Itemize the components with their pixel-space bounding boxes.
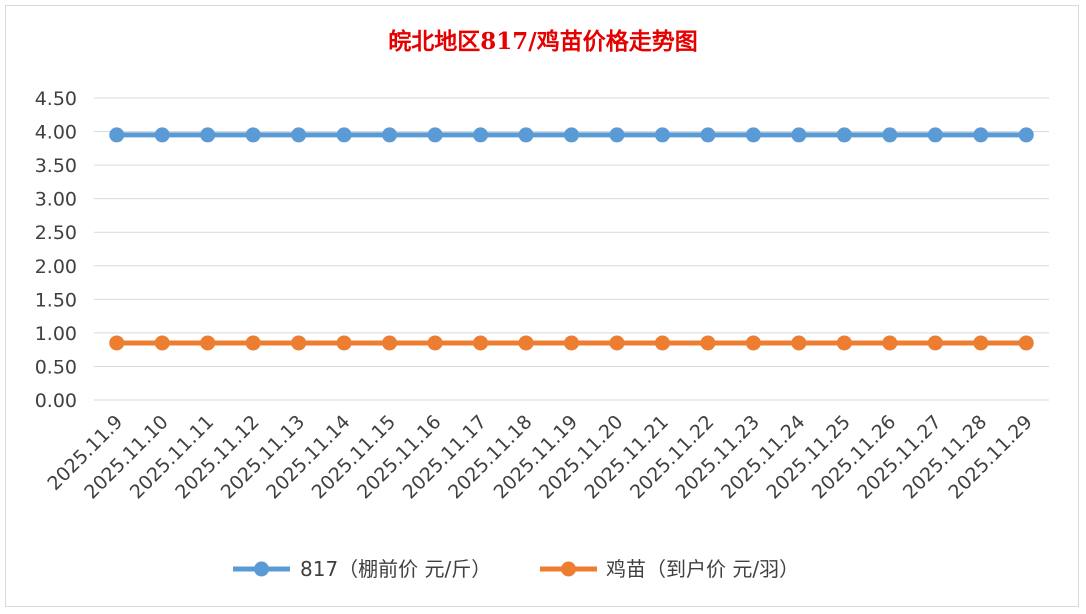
data-point — [1018, 335, 1034, 351]
data-point — [882, 127, 898, 143]
data-point — [427, 127, 443, 143]
y-tick-label: 1.00 — [35, 323, 77, 345]
legend-swatch-marker — [254, 561, 269, 577]
series-lines — [109, 127, 1034, 351]
data-point — [654, 127, 670, 143]
chart-title: 皖北地区817/鸡苗价格走势图 — [388, 28, 697, 55]
y-tick-label: 1.50 — [35, 289, 77, 311]
data-point — [382, 335, 398, 351]
legend-label: 817（棚前价 元/斤） — [300, 557, 491, 581]
data-point — [927, 127, 943, 143]
data-point — [245, 335, 261, 351]
legend: 817（棚前价 元/斤） 鸡苗（到户价 元/羽） — [233, 557, 799, 581]
legend-item: 817（棚前价 元/斤） — [233, 557, 491, 581]
data-point — [745, 335, 761, 351]
data-point — [154, 335, 170, 351]
data-point — [200, 335, 216, 351]
data-point — [836, 335, 852, 351]
data-point — [291, 335, 307, 351]
data-point — [109, 335, 125, 351]
data-point — [654, 335, 670, 351]
data-point — [927, 335, 943, 351]
data-point — [564, 127, 579, 143]
data-point — [973, 127, 989, 143]
data-point — [791, 127, 807, 143]
x-axis-ticks: 2025.11.92025.11.102025.11.112025.11.122… — [43, 411, 1036, 503]
y-tick-label: 3.50 — [35, 155, 77, 177]
data-point — [1018, 127, 1034, 143]
data-point — [791, 335, 807, 351]
data-point — [109, 127, 125, 143]
data-point — [518, 127, 534, 143]
data-point — [836, 127, 852, 143]
data-point — [882, 335, 898, 351]
data-point — [291, 127, 307, 143]
data-point — [609, 127, 625, 143]
legend-item: 鸡苗（到户价 元/羽） — [540, 557, 799, 581]
y-tick-label: 4.50 — [35, 88, 77, 110]
data-point — [154, 127, 170, 143]
data-point — [700, 335, 716, 351]
data-point — [473, 335, 489, 351]
grid-lines — [94, 97, 1049, 401]
data-point — [245, 127, 261, 143]
data-point — [973, 335, 989, 351]
data-point — [336, 335, 352, 351]
data-point — [745, 127, 761, 143]
legend-label: 鸡苗（到户价 元/羽） — [606, 557, 799, 581]
y-tick-label: 3.00 — [35, 189, 77, 211]
data-point — [382, 127, 398, 143]
y-tick-label: 0.50 — [35, 356, 77, 378]
y-tick-label: 4.00 — [35, 122, 77, 144]
data-point — [427, 335, 443, 351]
y-tick-label: 0.00 — [35, 390, 77, 412]
data-point — [473, 127, 489, 143]
legend-swatch-marker — [561, 561, 576, 577]
series-2 — [109, 335, 1034, 351]
data-point — [200, 127, 216, 143]
data-point — [564, 335, 579, 351]
y-axis-ticks: 0.00 0.50 1.00 1.50 2.00 2.50 3.00 3.50 4.00 4.50 — [35, 88, 77, 412]
data-point — [336, 127, 352, 143]
chart-frame — [5, 5, 1079, 607]
y-tick-label: 2.50 — [35, 222, 77, 244]
data-point — [609, 335, 625, 351]
series-1 — [109, 127, 1034, 143]
data-point — [700, 127, 716, 143]
y-tick-label: 2.00 — [35, 256, 77, 278]
data-point — [518, 335, 534, 351]
